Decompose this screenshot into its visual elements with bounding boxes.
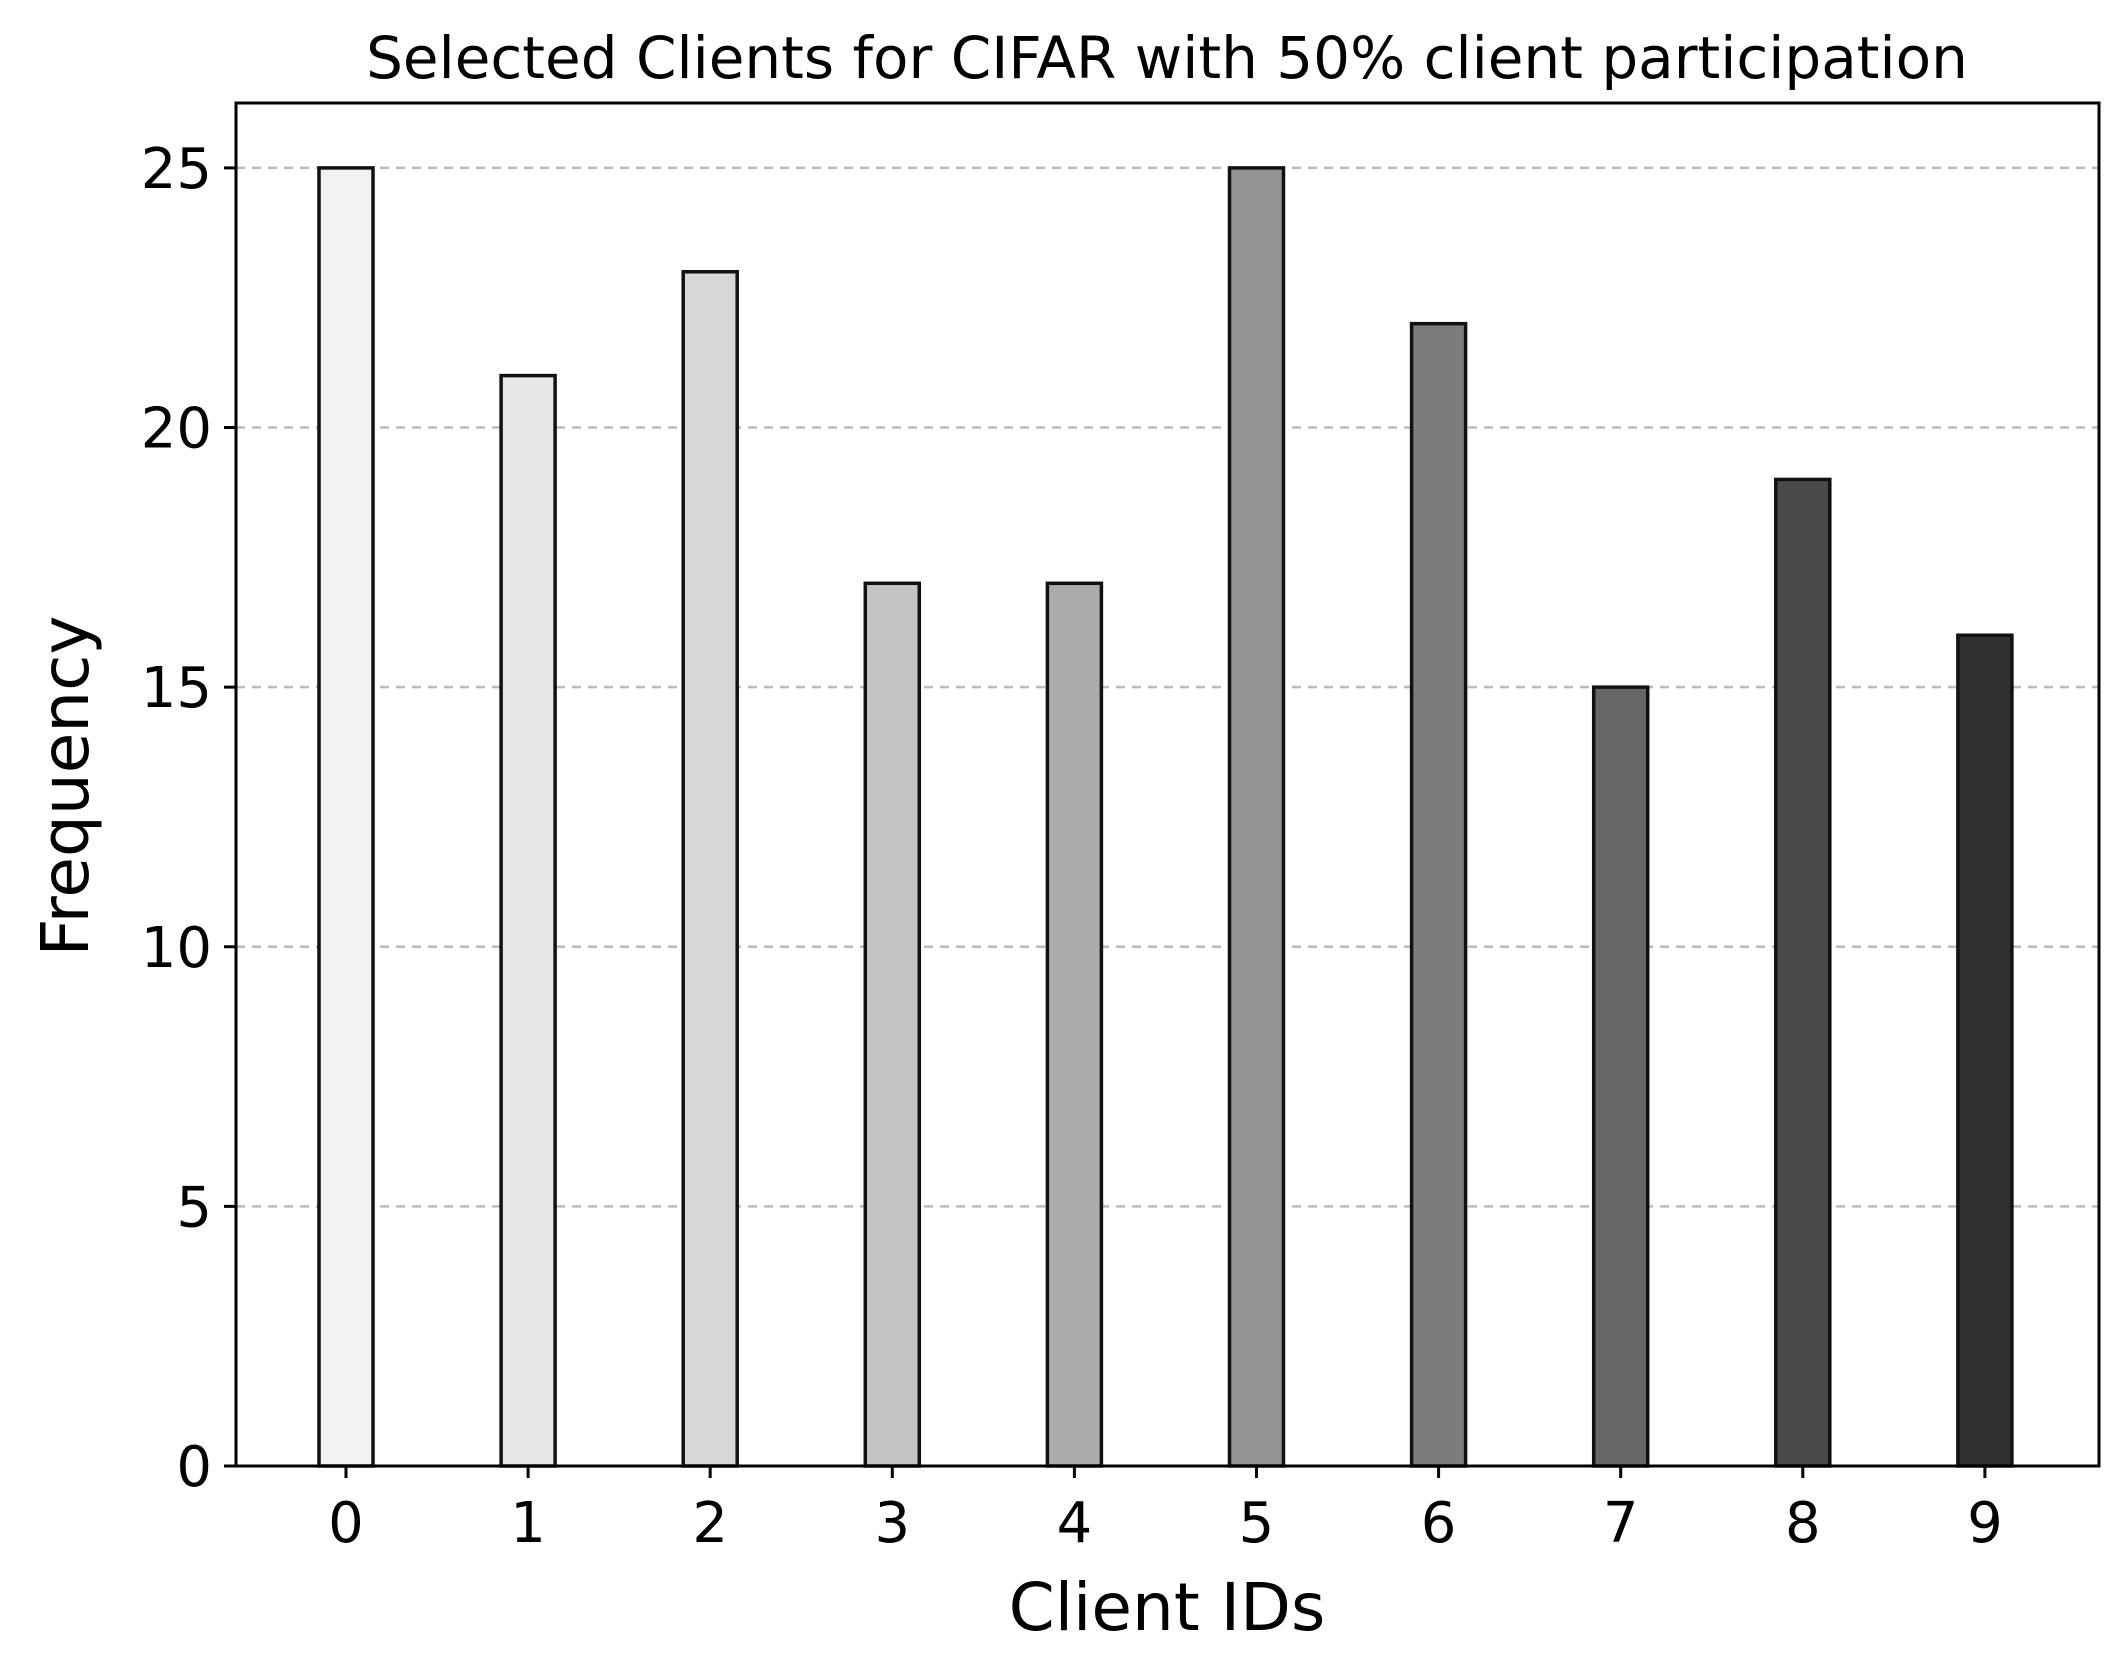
x-tick-label-2: 2 (692, 1491, 728, 1556)
y-tick-label-10: 10 (141, 916, 212, 981)
x-tick-label-3: 3 (874, 1491, 910, 1556)
bar-client-2 (681, 270, 739, 1468)
bar-client-8 (1774, 477, 1832, 1468)
bar-client-6 (1409, 321, 1468, 1468)
bar-client-9 (1956, 633, 2014, 1468)
x-tick-label-9: 9 (1967, 1491, 2003, 1556)
x-tick-label-0: 0 (328, 1491, 364, 1556)
y-tick-label-5: 5 (176, 1175, 212, 1240)
x-axis-label: Client IDs (1009, 1569, 1326, 1646)
chart-title: Selected Clients for CIFAR with 50% clie… (366, 24, 1968, 92)
bar-client-4 (1045, 581, 1104, 1468)
y-tick-label-0: 0 (176, 1435, 212, 1500)
y-tick-label-20: 20 (141, 397, 212, 462)
x-tick-label-6: 6 (1421, 1491, 1457, 1556)
bar-client-3 (863, 581, 922, 1468)
y-axis-label: Frequency (27, 616, 104, 957)
bar-client-5 (1227, 166, 1286, 1468)
bar-client-7 (1591, 685, 1650, 1468)
bar-client-1 (499, 373, 557, 1468)
bars (317, 166, 2014, 1468)
y-tick-label-25: 25 (141, 137, 212, 202)
x-tick-label-5: 5 (1239, 1491, 1275, 1556)
x-tick-label-4: 4 (1057, 1491, 1093, 1556)
x-tick-label-7: 7 (1603, 1491, 1639, 1556)
plot-frame (234, 101, 2101, 1468)
bar-client-0 (317, 166, 375, 1468)
y-tick-label-15: 15 (141, 656, 212, 721)
x-tick-label-1: 1 (510, 1491, 546, 1556)
x-axis-ticks: 0 1 2 3 4 5 6 7 8 9 (328, 1466, 2003, 1556)
x-tick-label-8: 8 (1785, 1491, 1821, 1556)
y-axis-ticks: 0 5 10 15 20 25 (141, 137, 236, 1500)
